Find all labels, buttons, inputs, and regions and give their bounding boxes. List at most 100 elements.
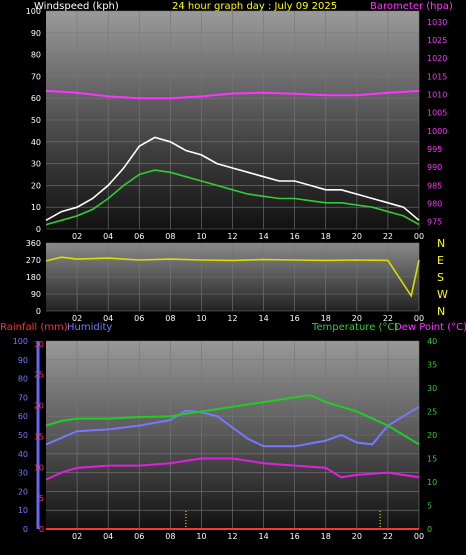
series-dew-point [45,457,420,481]
barometer-y-tick-label: 1005 [427,109,447,118]
x-tick-label: 02 [72,314,82,323]
x-tick-label: 10 [196,532,206,541]
compass-label: N [437,237,445,250]
wind-axis-label: Windspeed (kph) [34,1,119,12]
x-tick-label: 06 [134,232,144,241]
humidity-y-tick-label: 70 [18,393,28,402]
x-tick-label: 08 [165,314,175,323]
humidity-y-tick-label: 20 [18,487,28,496]
temperature-y-tick-label: 5 [427,502,432,511]
series-gust [45,136,420,221]
humidity-axis-label: Humidity [67,322,112,333]
temperature-y-tick-label: 25 [427,408,437,417]
x-tick-label: 06 [134,532,144,541]
temperature-y-tick-label: 10 [427,478,437,487]
rainfall-y-tick-label: 10 [34,463,44,472]
x-tick-label: 12 [227,532,237,541]
barometer-y-tick-label: 1020 [427,54,447,63]
x-tick-label: 04 [103,532,113,541]
series-wind-direction [45,256,420,298]
wind-y-tick-label: 60 [31,94,41,103]
barometer-axis-label: Barometer (hpa) [370,1,453,12]
x-tick-label: 16 [290,532,300,541]
x-tick-label: 02 [72,232,82,241]
x-tick-label: 00 [414,314,424,323]
direction-y-tick-label: 270 [26,256,41,265]
x-tick-label: 06 [134,314,144,323]
x-tick-label: 18 [321,232,331,241]
x-tick-label: 20 [352,232,362,241]
x-tick-label: 18 [321,532,331,541]
wind-y-tick-label: 20 [31,181,41,190]
x-tick-label: 04 [103,314,113,323]
compass-label: N [437,305,445,318]
barometer-y-tick-label: 980 [427,200,442,209]
series-temperature [45,393,420,446]
barometer-y-tick-label: 975 [427,218,442,227]
x-tick-label: 04 [103,232,113,241]
barometer-y-tick-label: 995 [427,145,442,154]
series-humidity [45,405,420,448]
wind-y-tick-label: 0 [36,225,41,234]
humidity-y-tick-label: 60 [18,412,28,421]
wind-y-tick-label: 100 [26,7,41,16]
x-tick-label: 14 [258,314,268,323]
rainfall-y-tick-label: 15 [34,432,44,441]
temperature-y-tick-label: 15 [427,455,437,464]
x-tick-label: 22 [383,314,393,323]
dewpoint-axis-label: Dew Point (°C) [394,322,466,333]
x-tick-label: 22 [383,232,393,241]
x-tick-label: 10 [196,232,206,241]
temperature-axis-label: Temperature (°C) [311,322,398,333]
rainfall-y-tick-label: 0 [39,525,44,534]
x-tick-label: 08 [165,532,175,541]
x-tick-label: 00 [414,532,424,541]
x-tick-label: 00 [414,232,424,241]
wind-y-tick-label: 30 [31,160,41,169]
barometer-y-tick-label: 990 [427,163,442,172]
rainfall-y-tick-label: 30 [34,340,44,349]
wind-y-tick-label: 90 [31,29,41,38]
wind-y-tick-label: 50 [31,116,41,125]
barometer-y-tick-label: 1015 [427,72,447,81]
x-tick-label: 18 [321,314,331,323]
x-tick-label: 08 [165,232,175,241]
chart-title: 24 hour graph day : July 09 2025 [172,1,337,12]
humidity-y-tick-label: 30 [18,469,28,478]
barometer-y-tick-label: 1025 [427,36,447,45]
wind-y-tick-label: 10 [31,203,41,212]
rainfall-axis-label: Rainfall (mm) [0,322,68,333]
temperature-y-tick-label: 20 [427,431,437,440]
barometer-y-tick-label: 1010 [427,91,447,100]
x-tick-label: 16 [290,314,300,323]
x-tick-label: 10 [196,314,206,323]
x-tick-label: 14 [258,532,268,541]
compass-label: S [437,271,444,284]
rainfall-y-tick-label: 5 [39,494,44,503]
barometer-y-tick-label: 1030 [427,18,447,27]
direction-y-tick-label: 0 [36,307,41,316]
x-tick-label: 20 [352,314,362,323]
temperature-y-tick-label: 0 [427,525,432,534]
compass-label: E [437,254,444,267]
x-tick-label: 02 [72,532,82,541]
temperature-y-tick-label: 30 [427,384,437,393]
x-tick-label: 22 [383,532,393,541]
wind-y-tick-label: 80 [31,51,41,60]
x-tick-label: 12 [227,232,237,241]
temperature-y-tick-label: 40 [427,337,437,346]
humidity-y-tick-label: 100 [13,337,28,346]
series-barometer [45,89,420,100]
direction-y-tick-label: 180 [26,273,41,282]
x-tick-label: 14 [258,232,268,241]
direction-y-tick-label: 360 [26,239,41,248]
rainfall-y-tick-label: 20 [34,402,44,411]
humidity-y-tick-label: 10 [18,506,28,515]
humidity-y-tick-label: 40 [18,450,28,459]
x-tick-label: 12 [227,314,237,323]
series-average [45,169,420,226]
humidity-y-tick-label: 50 [18,431,28,440]
humidity-y-tick-label: 0 [23,525,28,534]
humidity-y-tick-label: 80 [18,375,28,384]
